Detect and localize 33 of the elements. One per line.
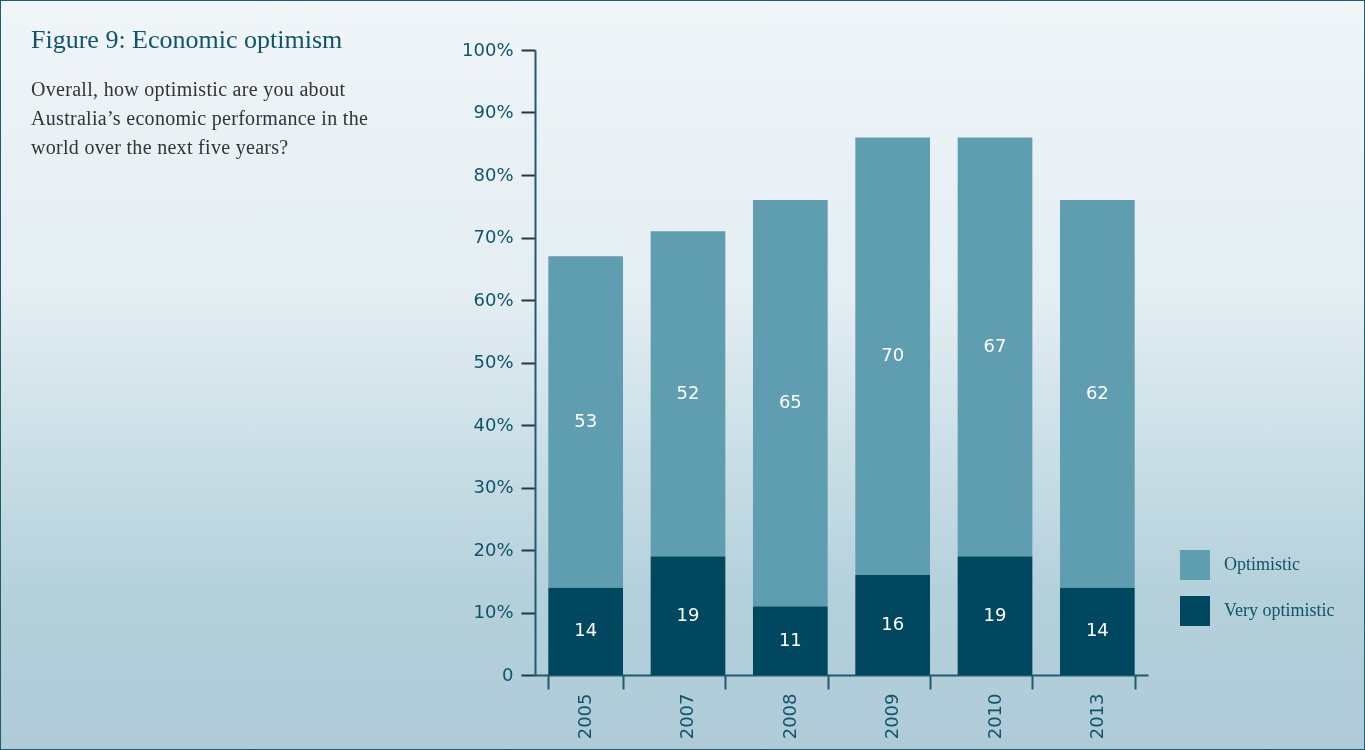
text: Figure 9: Economic optimism [31, 25, 343, 55]
data-label: 14 [1085, 619, 1109, 641]
data-label: 19 [676, 603, 700, 625]
data-label: 70 [881, 344, 905, 366]
y-tick-label: 40% [473, 413, 514, 435]
y-tick-label: 20% [473, 538, 514, 560]
data-label: 62 [1085, 381, 1109, 403]
data-label: 14 [574, 619, 598, 641]
x-tick-label: 2008 [778, 693, 800, 740]
y-tick-label: 100% [462, 38, 514, 60]
x-tick-label: 2013 [1085, 693, 1107, 740]
text: Overall, how optimistic are you about Australia’s economic performance in the world over the next five years? [31, 77, 370, 161]
y-tick-label: 80% [473, 163, 514, 185]
x-tick-label: 2007 [676, 693, 698, 740]
y-tick-label: 90% [473, 101, 514, 122]
y-tick-label: 70% [473, 226, 514, 247]
y-tick-label: 0 [502, 663, 514, 685]
data-label: 67 [983, 334, 1007, 356]
data-label: 11 [778, 628, 802, 650]
y-tick-label: 30% [473, 476, 514, 497]
data-label: 16 [881, 613, 905, 634]
legend-label: Very optimistic [1224, 600, 1335, 620]
y-tick-label: 50% [473, 351, 514, 372]
data-label: 19 [983, 603, 1007, 625]
y-tick-label: 60% [473, 288, 514, 310]
x-tick-label: 2010 [983, 693, 1005, 740]
data-label: 52 [676, 381, 700, 403]
y-tick-label: 10% [473, 601, 514, 622]
legend-label: Optimistic [1224, 554, 1301, 574]
x-tick-label: 2009 [881, 693, 903, 740]
data-label: 53 [574, 409, 598, 431]
data-label: 65 [778, 391, 802, 413]
x-tick-label: 2005 [574, 693, 596, 740]
